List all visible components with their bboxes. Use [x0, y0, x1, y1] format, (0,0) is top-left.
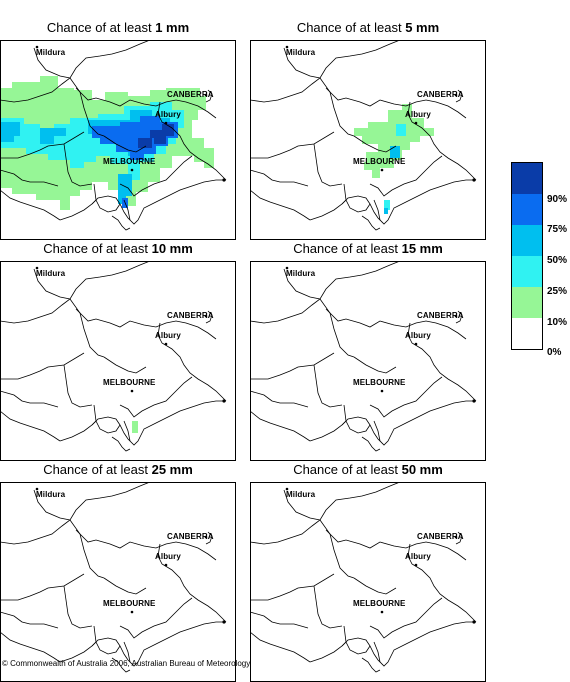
- map-outlines: [0, 482, 236, 682]
- place-canberra: CANBERRA: [417, 532, 464, 541]
- map-25mm: Mildura CANBERRA Albury MELBOURNE: [0, 482, 236, 682]
- place-albury: Albury: [405, 110, 431, 119]
- map-outlines: [250, 261, 486, 461]
- map-svg: [0, 482, 236, 682]
- place-melbourne: MELBOURNE: [353, 599, 406, 608]
- place-melbourne: MELBOURNE: [353, 157, 406, 166]
- map-outlines: [250, 40, 486, 240]
- city-markers: [35, 487, 226, 624]
- map-15mm: Mildura CANBERRA Albury MELBOURNE: [250, 261, 486, 461]
- legend-swatch-90: [511, 162, 543, 194]
- legend-label: 0%: [547, 347, 562, 358]
- shading-25-50: [384, 124, 406, 210]
- legend-swatch-25: [511, 256, 543, 287]
- shading-50-75: [384, 146, 400, 214]
- place-mildura: Mildura: [286, 269, 316, 278]
- place-canberra: CANBERRA: [167, 90, 214, 99]
- place-albury: Albury: [405, 552, 431, 561]
- legend-swatch-50: [511, 225, 543, 256]
- city-markers: [35, 45, 226, 182]
- city-markers: [285, 45, 476, 182]
- place-mildura: Mildura: [36, 48, 66, 57]
- map-svg: [0, 40, 236, 240]
- legend-label: 50%: [547, 255, 568, 266]
- place-mildura: Mildura: [36, 269, 66, 278]
- legend-label: 75%: [547, 224, 568, 235]
- map-5mm: Mildura CANBERRA Albury MELBOURNE: [250, 40, 486, 240]
- panel-1mm: Chance of at least 1 mm: [0, 20, 236, 240]
- place-canberra: CANBERRA: [417, 311, 464, 320]
- place-albury: Albury: [405, 331, 431, 340]
- panel-title: Chance of at least 50 mm: [293, 462, 443, 477]
- map-outlines: [250, 482, 486, 682]
- panel-title: Chance of at least 1 mm: [46, 20, 190, 35]
- city-markers: [35, 266, 226, 403]
- place-canberra: CANBERRA: [167, 311, 214, 320]
- shading-10-25: [354, 104, 434, 178]
- probability-legend: 90% 75% 50% 25% 10% 0%: [511, 162, 570, 362]
- legend-label: 10%: [547, 317, 568, 328]
- map-outlines: [0, 40, 236, 240]
- panel-5mm: Chance of at least 5 mm: [250, 20, 486, 240]
- map-svg: [250, 40, 486, 240]
- map-50mm: Mildura CANBERRA Albury MELBOURNE: [250, 482, 486, 682]
- shading-10-25: [132, 421, 138, 433]
- copyright-notice: © Commonwealth of Australia 2006, Austra…: [2, 659, 251, 668]
- place-albury: Albury: [155, 331, 181, 340]
- place-mildura: Mildura: [286, 48, 316, 57]
- place-canberra: CANBERRA: [167, 532, 214, 541]
- map-svg: [250, 261, 486, 461]
- place-melbourne: MELBOURNE: [103, 378, 156, 387]
- place-melbourne: MELBOURNE: [353, 378, 406, 387]
- place-albury: Albury: [155, 110, 181, 119]
- panel-25mm: Chance of at least 25 mm: [0, 462, 236, 682]
- panel-title: Chance of at least 10 mm: [43, 241, 193, 256]
- legend-swatch-10: [511, 287, 543, 318]
- map-outlines: [0, 261, 236, 461]
- panel-title: Chance of at least 15 mm: [293, 241, 443, 256]
- place-mildura: Mildura: [286, 490, 316, 499]
- city-markers: [285, 487, 476, 624]
- place-mildura: Mildura: [36, 490, 66, 499]
- panel-title: Chance of at least 25 mm: [43, 462, 193, 477]
- panel-50mm: Chance of at least 50 mm: [250, 462, 486, 682]
- place-melbourne: MELBOURNE: [103, 157, 156, 166]
- panel-10mm: Chance of at least 10 mm: [0, 241, 236, 461]
- panel-title: Chance of at least 5 mm: [296, 20, 440, 35]
- legend-swatch-0: [511, 318, 543, 350]
- legend-swatch-75: [511, 194, 543, 225]
- map-1mm: Mildura CANBERRA Albury MELBOURNE: [0, 40, 236, 240]
- map-svg: [250, 482, 486, 682]
- map-svg: [0, 261, 236, 461]
- place-albury: Albury: [155, 552, 181, 561]
- city-markers: [285, 266, 476, 403]
- legend-label: 25%: [547, 286, 568, 297]
- map-10mm: Mildura CANBERRA Albury MELBOURNE: [0, 261, 236, 461]
- place-canberra: CANBERRA: [417, 90, 464, 99]
- legend-label: 90%: [547, 194, 568, 205]
- shading-90: [138, 124, 174, 148]
- place-melbourne: MELBOURNE: [103, 599, 156, 608]
- panel-15mm: Chance of at least 15 mm: [250, 241, 486, 461]
